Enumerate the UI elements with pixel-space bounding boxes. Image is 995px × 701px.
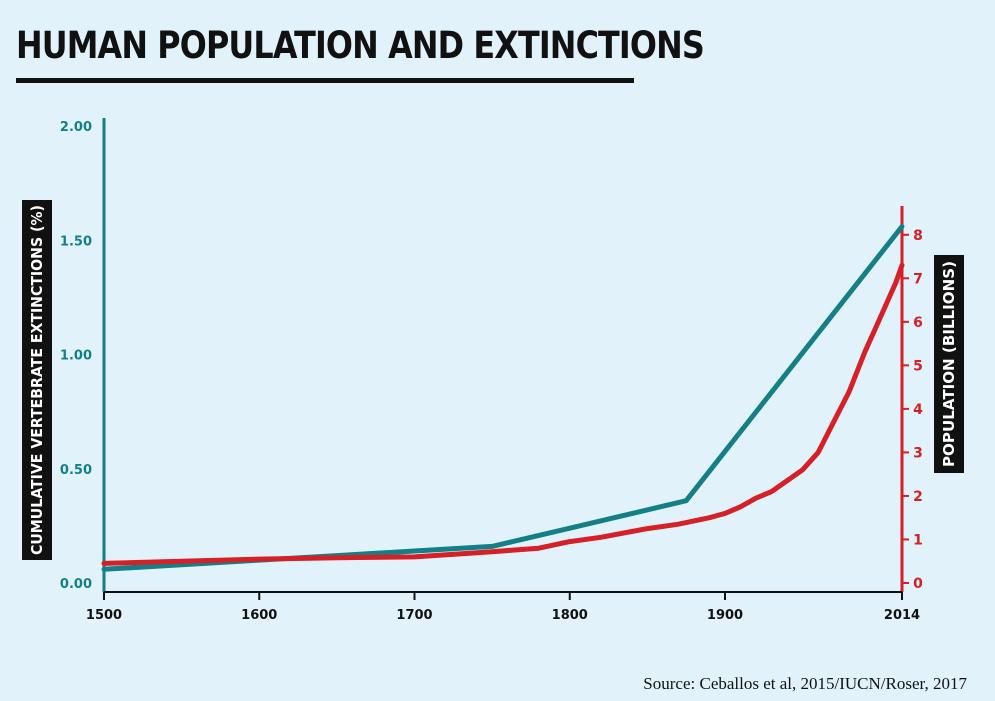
axes bbox=[102, 118, 909, 600]
source-note: Source: Ceballos et al, 2015/IUCN/Roser,… bbox=[643, 674, 967, 693]
right-tick-label: 6 bbox=[913, 315, 923, 331]
right-tick-label: 3 bbox=[913, 445, 923, 461]
x-tick-label: 1700 bbox=[396, 608, 432, 623]
x-tick-label: 1800 bbox=[552, 608, 588, 623]
left-tick-label: 0.50 bbox=[60, 463, 92, 478]
x-tick-label: 1900 bbox=[707, 608, 743, 623]
right-tick-label: 7 bbox=[913, 271, 923, 287]
left-tick-label: 2.00 bbox=[60, 120, 92, 135]
right-tick-label: 5 bbox=[913, 358, 923, 374]
right-tick-label: 2 bbox=[913, 489, 923, 505]
x-tick-label: 2014 bbox=[884, 608, 920, 623]
left-tick-label: 0.00 bbox=[60, 577, 92, 592]
title-underline bbox=[16, 78, 634, 83]
x-tick-label: 1500 bbox=[86, 608, 122, 623]
right-axis-label-box bbox=[934, 255, 964, 473]
left-axis-label: CUMULATIVE VERTEBRATE EXTINCTIONS (%) bbox=[22, 200, 52, 560]
right-tick-label: 1 bbox=[913, 532, 923, 548]
left-tick-label: 1.50 bbox=[60, 234, 92, 249]
x-tick-label: 1600 bbox=[241, 608, 277, 623]
population-line bbox=[101, 262, 905, 566]
chart-title: HUMAN POPULATION AND EXTINCTIONS bbox=[16, 24, 705, 67]
left-tick-label: 1.00 bbox=[60, 349, 92, 364]
right-tick-label: 8 bbox=[913, 228, 923, 244]
right-tick-label: 0 bbox=[913, 576, 923, 592]
series-lines bbox=[101, 224, 905, 572]
extinctions-line bbox=[101, 224, 905, 572]
right-tick-label: 4 bbox=[913, 402, 923, 418]
tick-labels: 1500 1600 1700 1800 1900 20140.000.501.001.50… bbox=[60, 120, 923, 623]
right-axis-label-text: POPULATION (BILLIONS) bbox=[940, 261, 958, 467]
left-axis-label-box bbox=[22, 200, 52, 560]
right-axis-label: POPULATION (BILLIONS) bbox=[934, 255, 964, 473]
left-axis-label-text: CUMULATIVE VERTEBRATE EXTINCTIONS (%) bbox=[28, 205, 46, 555]
